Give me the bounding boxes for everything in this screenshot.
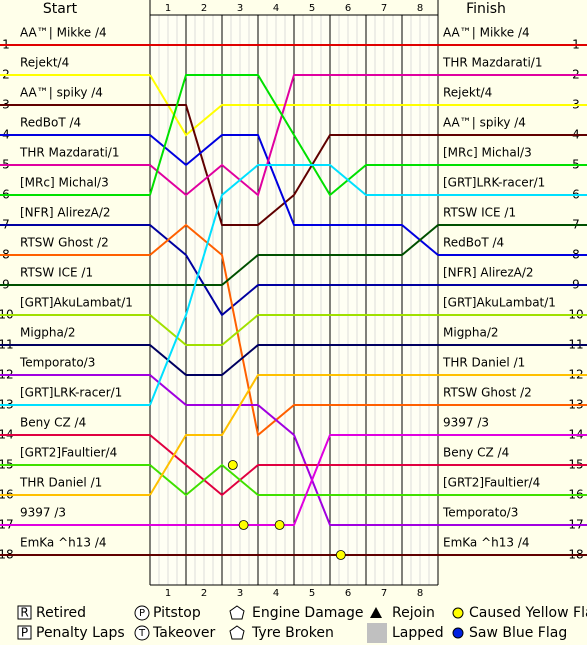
start-driver: [MRc] Michal/3	[20, 176, 109, 190]
legend-label: Takeover	[152, 625, 215, 641]
driver-line	[149, 374, 438, 526]
start-driver: Rejekt/4	[20, 56, 69, 70]
driver-line	[149, 74, 438, 197]
yellow-flag-event	[274, 520, 285, 530]
driver-line	[149, 314, 438, 346]
driver-line	[149, 344, 438, 376]
finish-driver: [GRT2]Faultier/4	[443, 476, 540, 490]
driver-line	[149, 223, 438, 437]
finish-driver: RTSW ICE /1	[443, 206, 516, 220]
legend-label: Engine Damage	[252, 605, 364, 621]
legend-label: Rejoin	[392, 605, 435, 621]
finish-driver: RedBoT /4	[443, 236, 504, 250]
driver-line	[149, 164, 438, 406]
lap-label: 4	[273, 588, 279, 599]
lap-label: 6	[345, 3, 351, 14]
legend-symbol: P	[21, 626, 28, 640]
legend-icon	[367, 623, 387, 643]
start-driver: AA™| Mikke /4	[20, 26, 107, 40]
start-driver: RTSW Ghost /2	[20, 236, 109, 250]
legend-icon	[370, 607, 382, 618]
legend-label: Saw Blue Flag	[469, 625, 567, 641]
lap-label: 7	[381, 588, 387, 599]
lap-label: 5	[309, 588, 315, 599]
finish-driver: [NFR] AlirezA/2	[443, 266, 534, 280]
start-driver: [GRT]LRK-racer/1	[20, 386, 122, 400]
yellow-flag-event	[227, 460, 238, 470]
lap-label: 4	[273, 3, 279, 14]
legend-icon	[134, 625, 150, 641]
driver-line	[149, 434, 438, 497]
legend-symbol: R	[20, 606, 28, 620]
legend-label: Tyre Broken	[251, 625, 334, 641]
legend-label: Pitstop	[153, 605, 201, 621]
finish-driver: Beny CZ /4	[443, 446, 509, 460]
yellow-flag-event	[238, 520, 249, 530]
start-driver: 9397 /3	[20, 506, 66, 520]
start-driver: Beny CZ /4	[20, 416, 86, 430]
start-header: Start	[43, 1, 78, 17]
legend-label: Retired	[36, 605, 86, 621]
lap-label: 6	[345, 588, 351, 599]
lap-label: 2	[201, 3, 207, 14]
finish-driver: [GRT]LRK-racer/1	[443, 176, 545, 190]
driver-line	[149, 74, 438, 137]
start-driver: [GRT2]Faultier/4	[20, 446, 117, 460]
finish-driver: RTSW Ghost /2	[443, 386, 532, 400]
legend-icon	[229, 625, 245, 640]
lap-label: 2	[201, 588, 207, 599]
start-driver: RTSW ICE /1	[20, 266, 93, 280]
finish-driver: Migpha/2	[443, 326, 499, 340]
finish-driver: AA™| Mikke /4	[443, 26, 530, 40]
finish-driver: Rejekt/4	[443, 86, 492, 100]
yellow-flag-event	[335, 550, 346, 560]
legend-icon	[134, 605, 150, 621]
start-driver: RedBoT /4	[20, 116, 81, 130]
finish-header: Finish	[466, 1, 506, 17]
legend-icon	[229, 605, 245, 620]
lap-label: 5	[309, 3, 315, 14]
legend-icon	[452, 607, 464, 619]
legend-label: Lapped	[392, 625, 444, 641]
driver-line	[150, 434, 438, 526]
start-driver: THR Mazdarati/1	[19, 146, 120, 160]
lap-label: 7	[381, 3, 387, 14]
driver-line	[149, 74, 438, 197]
lap-label: 8	[417, 588, 423, 599]
finish-driver: [GRT]AkuLambat/1	[443, 296, 556, 310]
driver-line	[150, 224, 439, 286]
lap-label: 3	[237, 588, 243, 599]
driver-line	[149, 134, 439, 256]
legend-symbol: P	[139, 608, 145, 619]
start-driver: [GRT]AkuLambat/1	[20, 296, 133, 310]
finish-driver: Temporato/3	[442, 506, 518, 520]
finish-driver: [MRc] Michal/3	[443, 146, 532, 160]
finish-driver: THR Daniel /1	[442, 356, 525, 370]
start-driver: Migpha/2	[20, 326, 76, 340]
driver-line	[149, 374, 438, 496]
legend-icon	[17, 605, 32, 620]
finish-driver: THR Mazdarati/1	[442, 56, 543, 70]
finish-driver: EmKa ^h13 /4	[443, 536, 530, 550]
legend-icon	[452, 627, 464, 639]
legend-label: Penalty Laps	[36, 625, 125, 641]
start-driver: Temporato/3	[19, 356, 95, 370]
legend-icon	[17, 625, 32, 640]
start-driver: AA™| spiky /4	[20, 86, 103, 100]
driver-line	[149, 463, 438, 497]
lap-label: 1	[165, 588, 171, 599]
finish-driver: 9397 /3	[443, 416, 489, 430]
start-driver: THR Daniel /1	[19, 476, 102, 490]
start-driver: [NFR] AlirezA/2	[20, 206, 111, 220]
lap-label: 8	[417, 3, 423, 14]
legend-label: Caused Yellow Flag	[469, 605, 587, 621]
lap-label: 3	[237, 3, 243, 14]
lap-label: 1	[165, 3, 171, 14]
driver-line	[150, 104, 438, 226]
start-driver: EmKa ^h13 /4	[20, 536, 107, 550]
legend-symbol: T	[138, 628, 146, 639]
finish-driver: AA™| spiky /4	[443, 116, 526, 130]
